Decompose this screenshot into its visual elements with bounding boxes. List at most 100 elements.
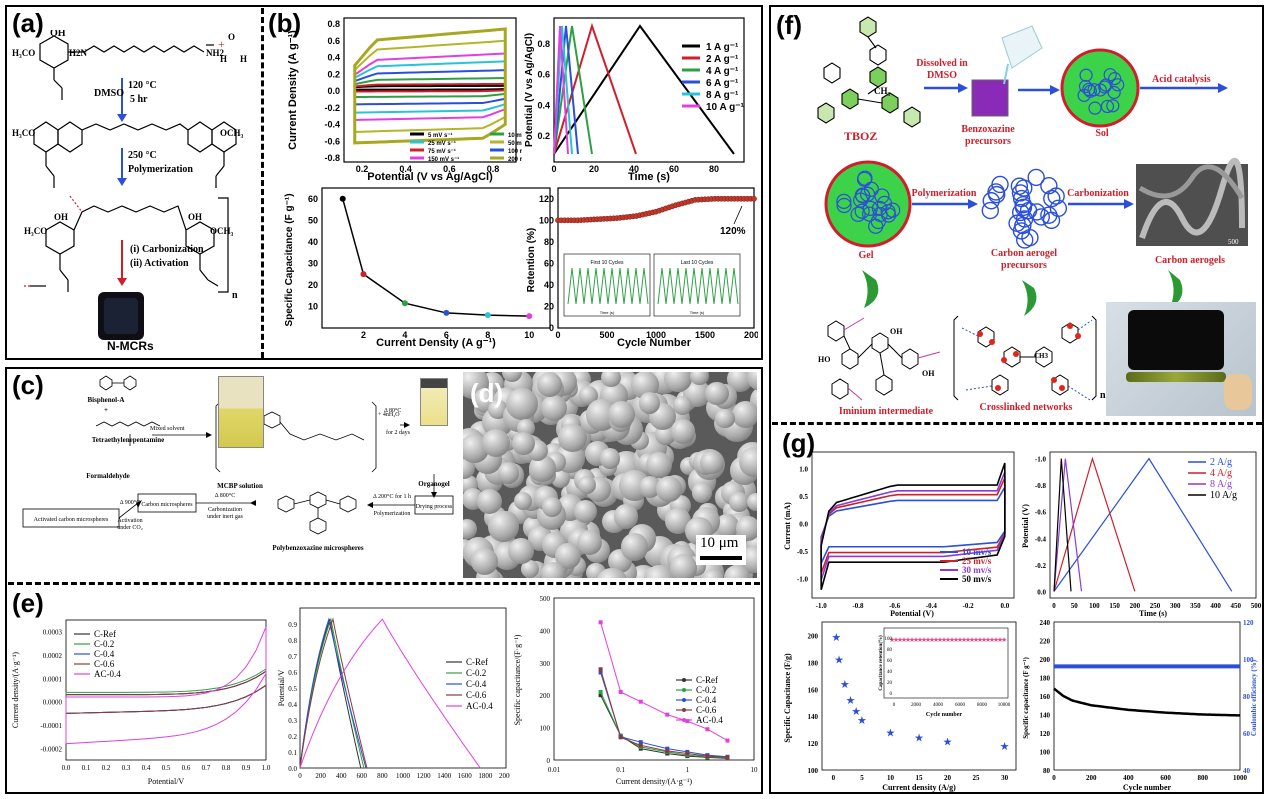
microsphere <box>746 533 757 556</box>
y-tick-label: 0.0000 <box>43 699 63 707</box>
y-tick-label: 0.0 <box>1037 588 1046 596</box>
x-tick-label: -0.2 <box>963 602 975 610</box>
microsphere <box>601 372 621 388</box>
b-sc-xlabel: Current Density (A g⁻¹) <box>376 337 496 349</box>
y-tick-label: 0.2 <box>537 131 550 141</box>
y-tick-label: 140 <box>1040 712 1051 720</box>
legend-label: C-0.4 <box>466 679 487 689</box>
y-tick-label: 60 <box>308 194 318 204</box>
polymer-ring <box>1111 78 1125 92</box>
legend-label: C-0.2 <box>466 668 486 678</box>
x-tick-label: 400 <box>1123 774 1134 782</box>
y-tick-label: 0.8 <box>288 637 297 645</box>
legend-label: 8 A g⁻¹ <box>706 90 739 101</box>
svg-text:+ 4nH₂O: + 4nH₂O <box>378 412 400 418</box>
y-tick-label: 100 <box>540 725 551 733</box>
svg-text:+: + <box>218 37 225 51</box>
y-tick-label: 0.1 <box>288 749 297 757</box>
polymer-ring <box>1012 189 1031 208</box>
svg-text:Benzoxazine: Benzoxazine <box>961 124 1015 135</box>
x-tick-label: 20 <box>944 774 952 782</box>
polymer-ring <box>850 206 866 222</box>
b-ret-chart: First 10 Cycles Time (s) Last 10 Cycles Tim… <box>526 187 758 349</box>
y-tick-label: 1.0 <box>799 466 808 474</box>
inset-point: ★ <box>993 636 999 644</box>
inset-point: ★ <box>929 636 935 644</box>
data-point <box>360 271 367 278</box>
microsphere <box>488 399 508 420</box>
gcd-series-5 <box>553 25 569 155</box>
data-point: ★ <box>846 695 856 707</box>
polymer-ring <box>1100 99 1115 114</box>
separator-ce <box>8 582 760 585</box>
g-gcd-series-3 <box>1053 458 1072 592</box>
data-point <box>685 751 690 756</box>
svg-text:OH: OH <box>54 212 68 222</box>
microsphere <box>540 394 567 421</box>
polymer-ring <box>1011 184 1030 202</box>
data-point <box>665 748 670 753</box>
inset-point: ★ <box>969 636 975 644</box>
polymer-ring <box>1078 79 1093 94</box>
x-tick-label: 20 <box>589 164 599 174</box>
polymer-ring <box>981 201 999 220</box>
y-tick-label: -0.6 <box>324 136 340 146</box>
svg-text:H2N: H2N <box>69 48 88 58</box>
x-tick-label: 0 <box>555 330 560 340</box>
y-tick-label: 400 <box>540 627 551 635</box>
x-tick-label: 0 <box>1052 602 1056 610</box>
microsphere <box>739 446 757 477</box>
svg-text:+: + <box>104 406 108 414</box>
x-tick-label: -1.0 <box>816 602 828 610</box>
x-tick-label: 100 <box>1089 602 1100 610</box>
svg-text:OCH₃: OCH₃ <box>210 226 234 236</box>
x-tick-label: 0.9 <box>242 764 251 772</box>
svg-text:Carbon aerogel: Carbon aerogel <box>991 248 1057 259</box>
x-tick-label: 0.8 <box>487 164 500 174</box>
y-tick-label: 0.2 <box>288 733 297 741</box>
red-site <box>1001 357 1007 363</box>
y-tick-label: 0.3 <box>288 717 297 725</box>
y-tick-label: 0.4 <box>327 53 340 63</box>
b-ret-xlabel: Cycle Number <box>617 337 692 349</box>
x-tick-label: 300 <box>1170 602 1181 610</box>
y-tick-label: 20 <box>308 280 318 290</box>
svg-text:H₃CO: H₃CO <box>12 48 35 58</box>
legend-label: 200 mV s⁻¹ <box>508 156 522 163</box>
data-point <box>443 309 450 316</box>
red-site <box>1067 323 1073 329</box>
y-tick-label: 0.2 <box>327 69 340 79</box>
inset-point: ★ <box>897 636 903 644</box>
frame-ab <box>5 5 763 360</box>
y-tick-label: 0.7 <box>288 653 297 661</box>
y-tick-label: -0.2 <box>1035 562 1047 570</box>
svg-text:n: n <box>232 290 238 301</box>
polymer-ring <box>857 170 873 186</box>
y-tick-label: 0.6 <box>327 36 340 46</box>
polymer-ring <box>853 192 869 208</box>
y-tick-label: -0.0002 <box>40 745 62 753</box>
x-tick-label: 2000 <box>744 330 758 340</box>
g-cyc-xlabel: Cycle number <box>1123 783 1172 792</box>
svg-text:Tetraethylenepentamine: Tetraethylenepentamine <box>92 436 164 444</box>
microsphere <box>746 492 757 511</box>
x-tick-label: 60 <box>669 164 679 174</box>
data-point <box>705 754 710 759</box>
polymer-ring <box>874 188 890 204</box>
microsphere <box>596 567 629 578</box>
g-sc-ylabel: Specific Capacitance (F/g) <box>783 653 792 743</box>
polymer-ring <box>1098 80 1112 94</box>
polymer-ring <box>854 203 870 219</box>
inset-point: ★ <box>989 636 995 644</box>
x-tick-label: 1000 <box>1233 774 1248 782</box>
x-tick-label: 8 <box>485 330 490 340</box>
legend-label: 2 A/g <box>1210 457 1232 468</box>
x-tick-label: 0.8 <box>222 764 231 772</box>
x-tick-label: 10 <box>751 766 759 774</box>
x-tick-label: -0.4 <box>926 602 938 610</box>
inset-y-tick: 40 <box>887 670 893 675</box>
y-tick-label: -0.8 <box>1035 482 1047 490</box>
x-tick-label: 80 <box>709 164 719 174</box>
red-site <box>995 385 1001 391</box>
inset-title: Last 10 Cycles <box>681 260 714 266</box>
